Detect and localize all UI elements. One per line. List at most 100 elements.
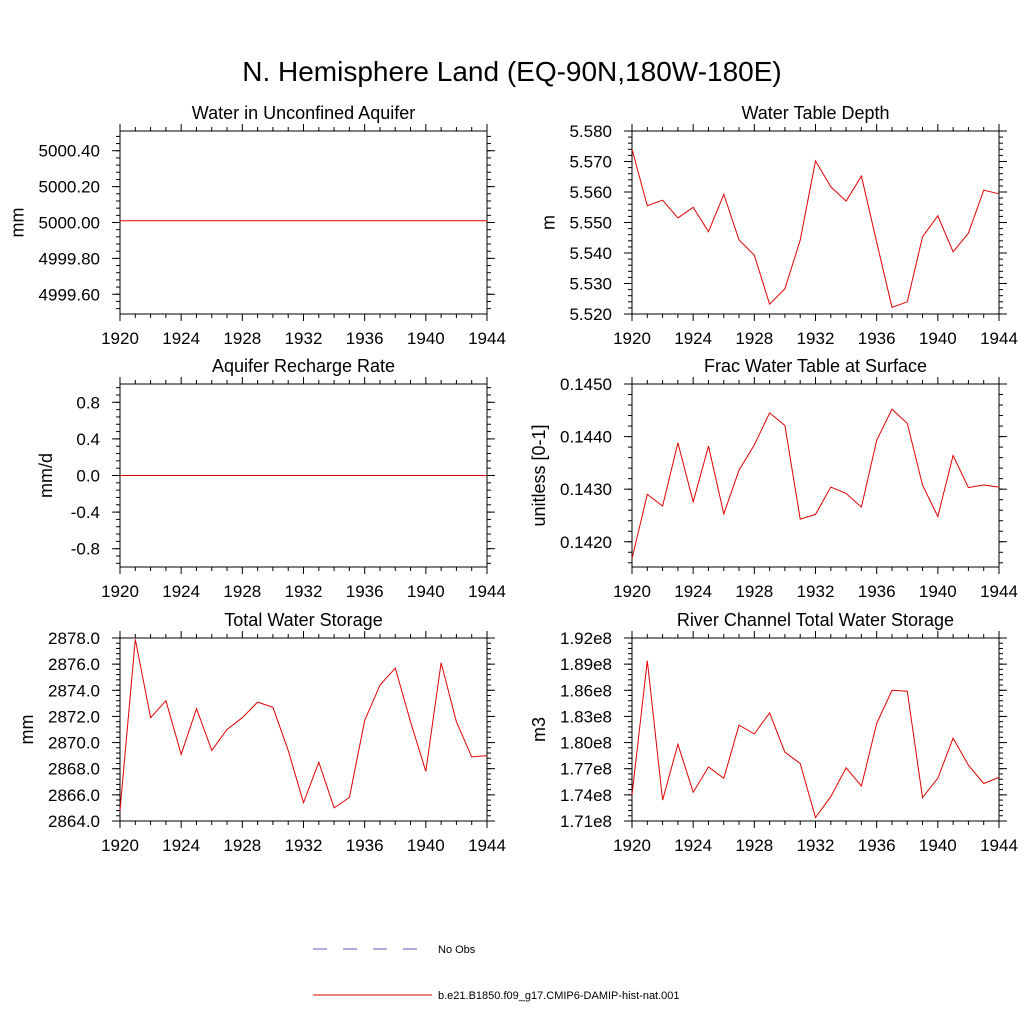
x-tick-label: 1932	[285, 582, 323, 601]
x-tick-label: 1944	[980, 836, 1018, 855]
y-tick-label: 1.89e8	[560, 655, 612, 674]
y-tick-label: 0.1440	[560, 428, 612, 447]
y-tick-label: 1.83e8	[560, 707, 612, 726]
y-tick-label: 0.1430	[560, 480, 612, 499]
x-tick-label: 1920	[101, 836, 139, 855]
figure-title: N. Hemisphere Land (EQ-90N,180W-180E)	[242, 56, 782, 87]
x-tick-label: 1928	[735, 329, 773, 348]
x-tick-label: 1932	[797, 836, 835, 855]
x-tick-label: 1924	[162, 329, 200, 348]
x-tick-label: 1924	[162, 582, 200, 601]
x-tick-label: 1920	[613, 329, 651, 348]
y-tick-label: 2864.0	[48, 812, 100, 831]
x-tick-label: 1928	[735, 836, 773, 855]
y-tick-label: 0.8	[76, 393, 100, 412]
x-tick-label: 1928	[223, 329, 261, 348]
plot-frame	[119, 130, 488, 315]
y-tick-label: 5.520	[569, 305, 612, 324]
y-tick-label: 2872.0	[48, 707, 100, 726]
y-tick-label: 5.580	[569, 122, 612, 141]
panel-aquifer-recharge-rate: Aquifer Recharge Rate 1920 1924 1928 1932 193…	[36, 356, 506, 601]
y-tick-label: 0.0	[76, 467, 100, 486]
x-tick-label: 1936	[858, 582, 896, 601]
legend-label: No Obs	[438, 944, 476, 956]
series-line	[631, 660, 1000, 819]
series-line	[631, 149, 1000, 308]
panel-frac-water-table-at-surface: Frac Water Table at Surface 1920 1924 1928 1…	[529, 356, 1018, 601]
x-tick-label: 1932	[285, 836, 323, 855]
plot-frame	[631, 383, 1000, 568]
y-tick-label: 1.74e8	[560, 786, 612, 805]
y-axis-label: mm	[17, 715, 37, 745]
x-tick-label: 1940	[919, 582, 957, 601]
x-tick-label: 1940	[919, 329, 957, 348]
y-axis-label: m3	[529, 717, 549, 742]
x-tick-label: 1936	[346, 582, 384, 601]
y-axis-label: m	[539, 215, 559, 230]
x-tick-label: 1932	[797, 582, 835, 601]
x-tick-label: 1920	[101, 329, 139, 348]
y-tick-label: 5.560	[569, 183, 612, 202]
plot-frame	[631, 637, 1000, 822]
x-tick-label: 1920	[101, 582, 139, 601]
x-tick-label: 1924	[162, 836, 200, 855]
x-tick-label: 1944	[468, 836, 506, 855]
y-tick-label: 5.540	[569, 244, 612, 263]
y-tick-label: 5.550	[569, 214, 612, 233]
legend-label: b.e21.B1850.f09_g17.CMIP6-DAMIP-hist-nat…	[438, 990, 680, 1002]
y-tick-label: 4999.60	[39, 285, 100, 304]
panel-title: Total Water Storage	[224, 610, 382, 630]
x-tick-label: 1944	[980, 329, 1018, 348]
x-tick-label: 1928	[735, 582, 773, 601]
y-tick-label: 2876.0	[48, 655, 100, 674]
x-tick-label: 1940	[407, 582, 445, 601]
y-axis-label: mm/d	[36, 453, 56, 498]
x-tick-label: 1932	[797, 329, 835, 348]
x-tick-label: 1944	[980, 582, 1018, 601]
y-tick-label: -0.4	[71, 503, 100, 522]
y-tick-label: 5000.40	[39, 142, 100, 161]
y-tick-label: 0.4	[76, 430, 100, 449]
x-tick-label: 1940	[919, 836, 957, 855]
series-line	[631, 408, 1000, 559]
x-tick-label: 1920	[613, 582, 651, 601]
y-tick-label: 1.92e8	[560, 629, 612, 648]
y-tick-label: 4999.80	[39, 249, 100, 268]
x-tick-label: 1928	[223, 836, 261, 855]
x-tick-label: 1936	[858, 836, 896, 855]
y-tick-label: 0.1420	[560, 533, 612, 552]
y-tick-label: 1.86e8	[560, 681, 612, 700]
y-tick-label: 2878.0	[48, 629, 100, 648]
y-tick-label: 5.530	[569, 275, 612, 294]
y-tick-label: -0.8	[71, 540, 100, 559]
x-tick-label: 1932	[285, 329, 323, 348]
series-line	[119, 639, 488, 811]
y-tick-label: 5000.20	[39, 178, 100, 197]
y-tick-label: 1.80e8	[560, 734, 612, 753]
y-tick-label: 2874.0	[48, 681, 100, 700]
panel-total-water-storage: Total Water Storage 1920 1924 1928 1932 1936 1…	[17, 610, 506, 855]
legend: No Obs b.e21.B1850.f09_g17.CMIP6-DAMIP-hi…	[313, 944, 680, 1002]
x-tick-label: 1940	[407, 329, 445, 348]
panel-water-table-depth: Water Table Depth 1920 1924 1928 1932 1936 194…	[539, 103, 1018, 348]
x-tick-label: 1924	[674, 582, 712, 601]
x-tick-label: 1928	[223, 582, 261, 601]
y-tick-label: 5000.00	[39, 214, 100, 233]
x-tick-label: 1936	[346, 836, 384, 855]
x-tick-label: 1944	[468, 329, 506, 348]
y-tick-label: 2870.0	[48, 734, 100, 753]
y-axis-label: mm	[8, 208, 28, 238]
x-tick-label: 1924	[674, 836, 712, 855]
panel-title: Frac Water Table at Surface	[704, 356, 927, 376]
panel-title: Water Table Depth	[741, 103, 889, 123]
y-tick-label: 5.570	[569, 153, 612, 172]
y-tick-label: 0.1450	[560, 375, 612, 394]
y-tick-label: 2868.0	[48, 760, 100, 779]
panel-water-in-unconfined-aquifer: Water in Unconfined Aquifer 1920 1924 1928 1…	[8, 103, 506, 348]
x-tick-label: 1940	[407, 836, 445, 855]
y-tick-label: 2866.0	[48, 786, 100, 805]
panel-title: Aquifer Recharge Rate	[212, 356, 395, 376]
x-tick-label: 1936	[346, 329, 384, 348]
panel-river-channel-total-water-storage: River Channel Total Water Storage 1920 192…	[529, 610, 1018, 855]
panel-title: River Channel Total Water Storage	[677, 610, 954, 630]
